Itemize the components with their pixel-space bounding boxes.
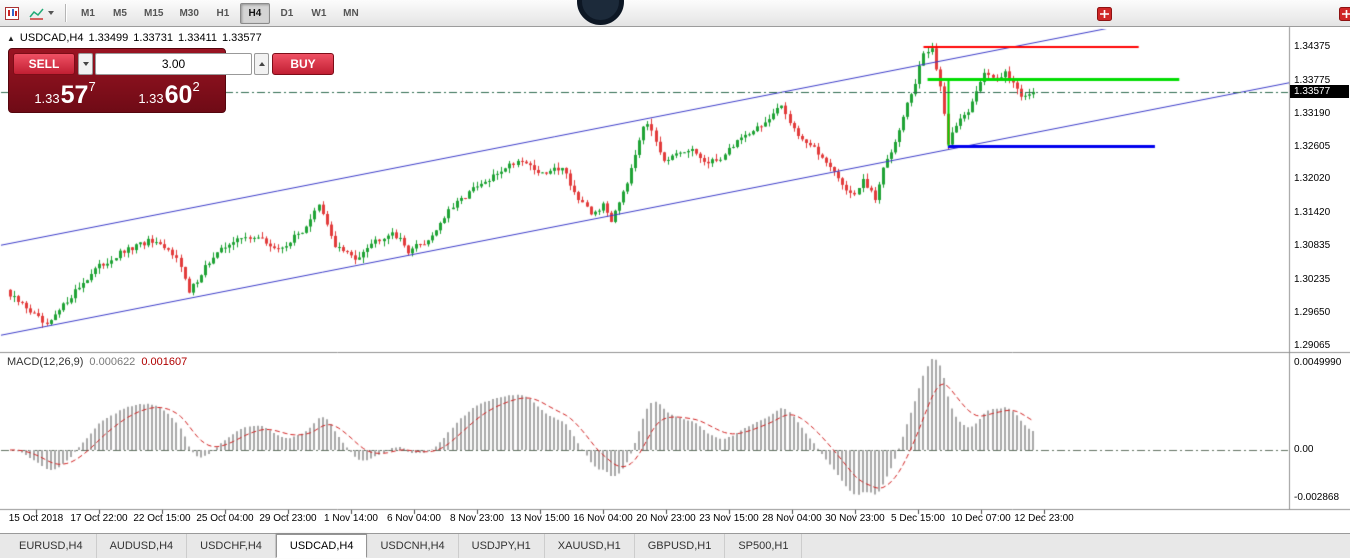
sell-price: 1.33 57 7 — [13, 78, 117, 108]
tab-usdjpy-h1[interactable]: USDJPY,H1 — [459, 534, 545, 558]
buy-price: 1.33 60 2 — [117, 78, 221, 108]
tab-xauusd-h1[interactable]: XAUUSD,H1 — [545, 534, 635, 558]
timeframe-buttons: M1 M5 M15 M30 H1 H4 D1 W1 MN — [72, 2, 367, 24]
current-price-box: 1.33577 — [1290, 85, 1349, 98]
timeframe-h1[interactable]: H1 — [216, 7, 230, 19]
time-axis-label: 29 Oct 23:00 — [259, 513, 317, 524]
timeframe-m30[interactable]: M30 — [179, 7, 199, 19]
time-axis-label: 15 Oct 2018 — [8, 513, 64, 524]
time-axis-label: 1 Nov 14:00 — [324, 513, 378, 524]
tab-eurusd-h4[interactable]: EURUSD,H4 — [6, 534, 97, 558]
price-axis-label: 1.29650 — [1294, 307, 1331, 318]
buy-button[interactable]: BUY — [272, 53, 334, 75]
price-axis-label: 1.29065 — [1294, 340, 1331, 351]
timeframe-m1[interactable]: M1 — [81, 7, 95, 19]
logo-watermark — [577, 0, 624, 25]
time-axis-label: 12 Dec 23:00 — [1014, 513, 1074, 524]
macd-title: MACD(12,26,9) — [7, 356, 84, 368]
lot-stepper — [78, 53, 269, 75]
price-axis-label: 1.30235 — [1294, 274, 1331, 285]
ohlc-high: 1.33731 — [133, 32, 174, 44]
price-axis-label: 1.31420 — [1294, 207, 1331, 218]
macd-main-value: 0.000622 — [89, 356, 136, 368]
clipped-toolbar-icon[interactable] — [1339, 7, 1350, 21]
sell-price-prefix: 1.33 — [34, 91, 60, 106]
buy-price-pipette: 2 — [192, 79, 200, 94]
price-axis-label: 1.33775 — [1294, 75, 1331, 86]
time-axis-label: 20 Nov 23:00 — [636, 513, 696, 524]
price-axis-label: 1.32605 — [1294, 141, 1331, 152]
tab-usdcad-h4[interactable]: USDCAD,H4 — [275, 534, 368, 558]
chart-window-icon[interactable] — [3, 3, 21, 23]
macd-scale-max: 0.0049990 — [1294, 357, 1342, 368]
macd-signal-value: 0.001607 — [141, 356, 188, 368]
time-axis-label: 30 Nov 23:00 — [825, 513, 885, 524]
triangle-down-icon — [82, 62, 89, 66]
time-axis-label: 10 Dec 07:00 — [951, 513, 1011, 524]
timeframe-mn[interactable]: MN — [343, 7, 359, 19]
ohlc-close: 1.33577 — [221, 32, 262, 44]
price-axis-label: 1.32020 — [1294, 173, 1331, 184]
time-axis-label: 22 Oct 15:00 — [133, 513, 191, 524]
sell-button[interactable]: SELL — [13, 53, 75, 75]
price-axis-label: 1.33190 — [1294, 108, 1331, 119]
ohlc-open: 1.33499 — [88, 32, 129, 44]
timeframe-m15[interactable]: M15 — [144, 7, 164, 19]
sell-price-pipette: 7 — [88, 79, 96, 94]
macd-scale-zero: 0.00 — [1294, 444, 1314, 455]
lot-decrease-button[interactable] — [78, 53, 93, 75]
time-axis-label: 28 Nov 04:00 — [762, 513, 822, 524]
macd-scale-min: -0.002868 — [1294, 492, 1340, 503]
time-axis-label: 6 Nov 04:00 — [387, 513, 441, 524]
tab-usdchf-h4[interactable]: USDCHF,H4 — [187, 534, 276, 558]
candlestick-chart-icon — [5, 6, 19, 20]
one-click-trading-panel: SELL BUY 1.33 57 7 1.33 60 2 — [8, 48, 334, 113]
chart-ohlc-header: ▲ USDCAD,H4 1.33499 1.33731 1.33411 1.33… — [7, 32, 262, 44]
macd-indicator-header: MACD(12,26,9) 0.000622 0.001607 — [7, 356, 187, 368]
buy-price-prefix: 1.33 — [138, 91, 164, 106]
tab-usdcnh-h4[interactable]: USDCNH,H4 — [367, 534, 459, 558]
crosshair-icon — [29, 8, 44, 20]
sell-price-pips: 57 — [60, 81, 89, 109]
triangle-up-icon — [258, 62, 265, 66]
timeframe-m5[interactable]: M5 — [113, 7, 127, 19]
ohlc-low: 1.33411 — [178, 32, 217, 44]
tab-audusd-h4[interactable]: AUDUSD,H4 — [97, 534, 188, 558]
lot-increase-button[interactable] — [254, 53, 269, 75]
new-order-icon[interactable] — [1097, 7, 1112, 21]
top-toolbar: M1 M5 M15 M30 H1 H4 D1 W1 MN — [0, 0, 1350, 27]
time-axis-label: 23 Nov 15:00 — [699, 513, 759, 524]
time-axis-label: 17 Oct 22:00 — [70, 513, 128, 524]
time-axis-label: 13 Nov 15:00 — [510, 513, 570, 524]
symbol-tabs-bar: EURUSD,H4 AUDUSD,H4 USDCHF,H4 USDCAD,H4 USDC… — [0, 533, 1350, 558]
timeframe-h4[interactable]: H4 — [239, 2, 270, 24]
timeframe-d1[interactable]: D1 — [280, 7, 294, 19]
lot-input[interactable] — [95, 53, 252, 75]
price-axis-label: 1.34375 — [1294, 41, 1331, 52]
tab-gbpusd-h1[interactable]: GBPUSD,H1 — [635, 534, 726, 558]
toolbar-separator — [65, 4, 66, 22]
time-axis-label: 25 Oct 04:00 — [196, 513, 254, 524]
time-axis-label: 8 Nov 23:00 — [450, 513, 504, 524]
time-axis-label: 5 Dec 15:00 — [891, 513, 945, 524]
time-axis-label: 16 Nov 04:00 — [573, 513, 633, 524]
chevron-down-icon — [48, 11, 54, 15]
timeframe-w1[interactable]: W1 — [311, 7, 327, 19]
tab-sp500-h1[interactable]: SP500,H1 — [725, 534, 803, 558]
price-axis-label: 1.30835 — [1294, 240, 1331, 251]
chart-symbol-period: USDCAD,H4 — [19, 32, 84, 44]
cursor-tool-dropdown[interactable] — [27, 3, 56, 23]
buy-price-pips: 60 — [164, 81, 193, 109]
one-click-toggle-icon[interactable]: ▲ — [7, 33, 15, 43]
